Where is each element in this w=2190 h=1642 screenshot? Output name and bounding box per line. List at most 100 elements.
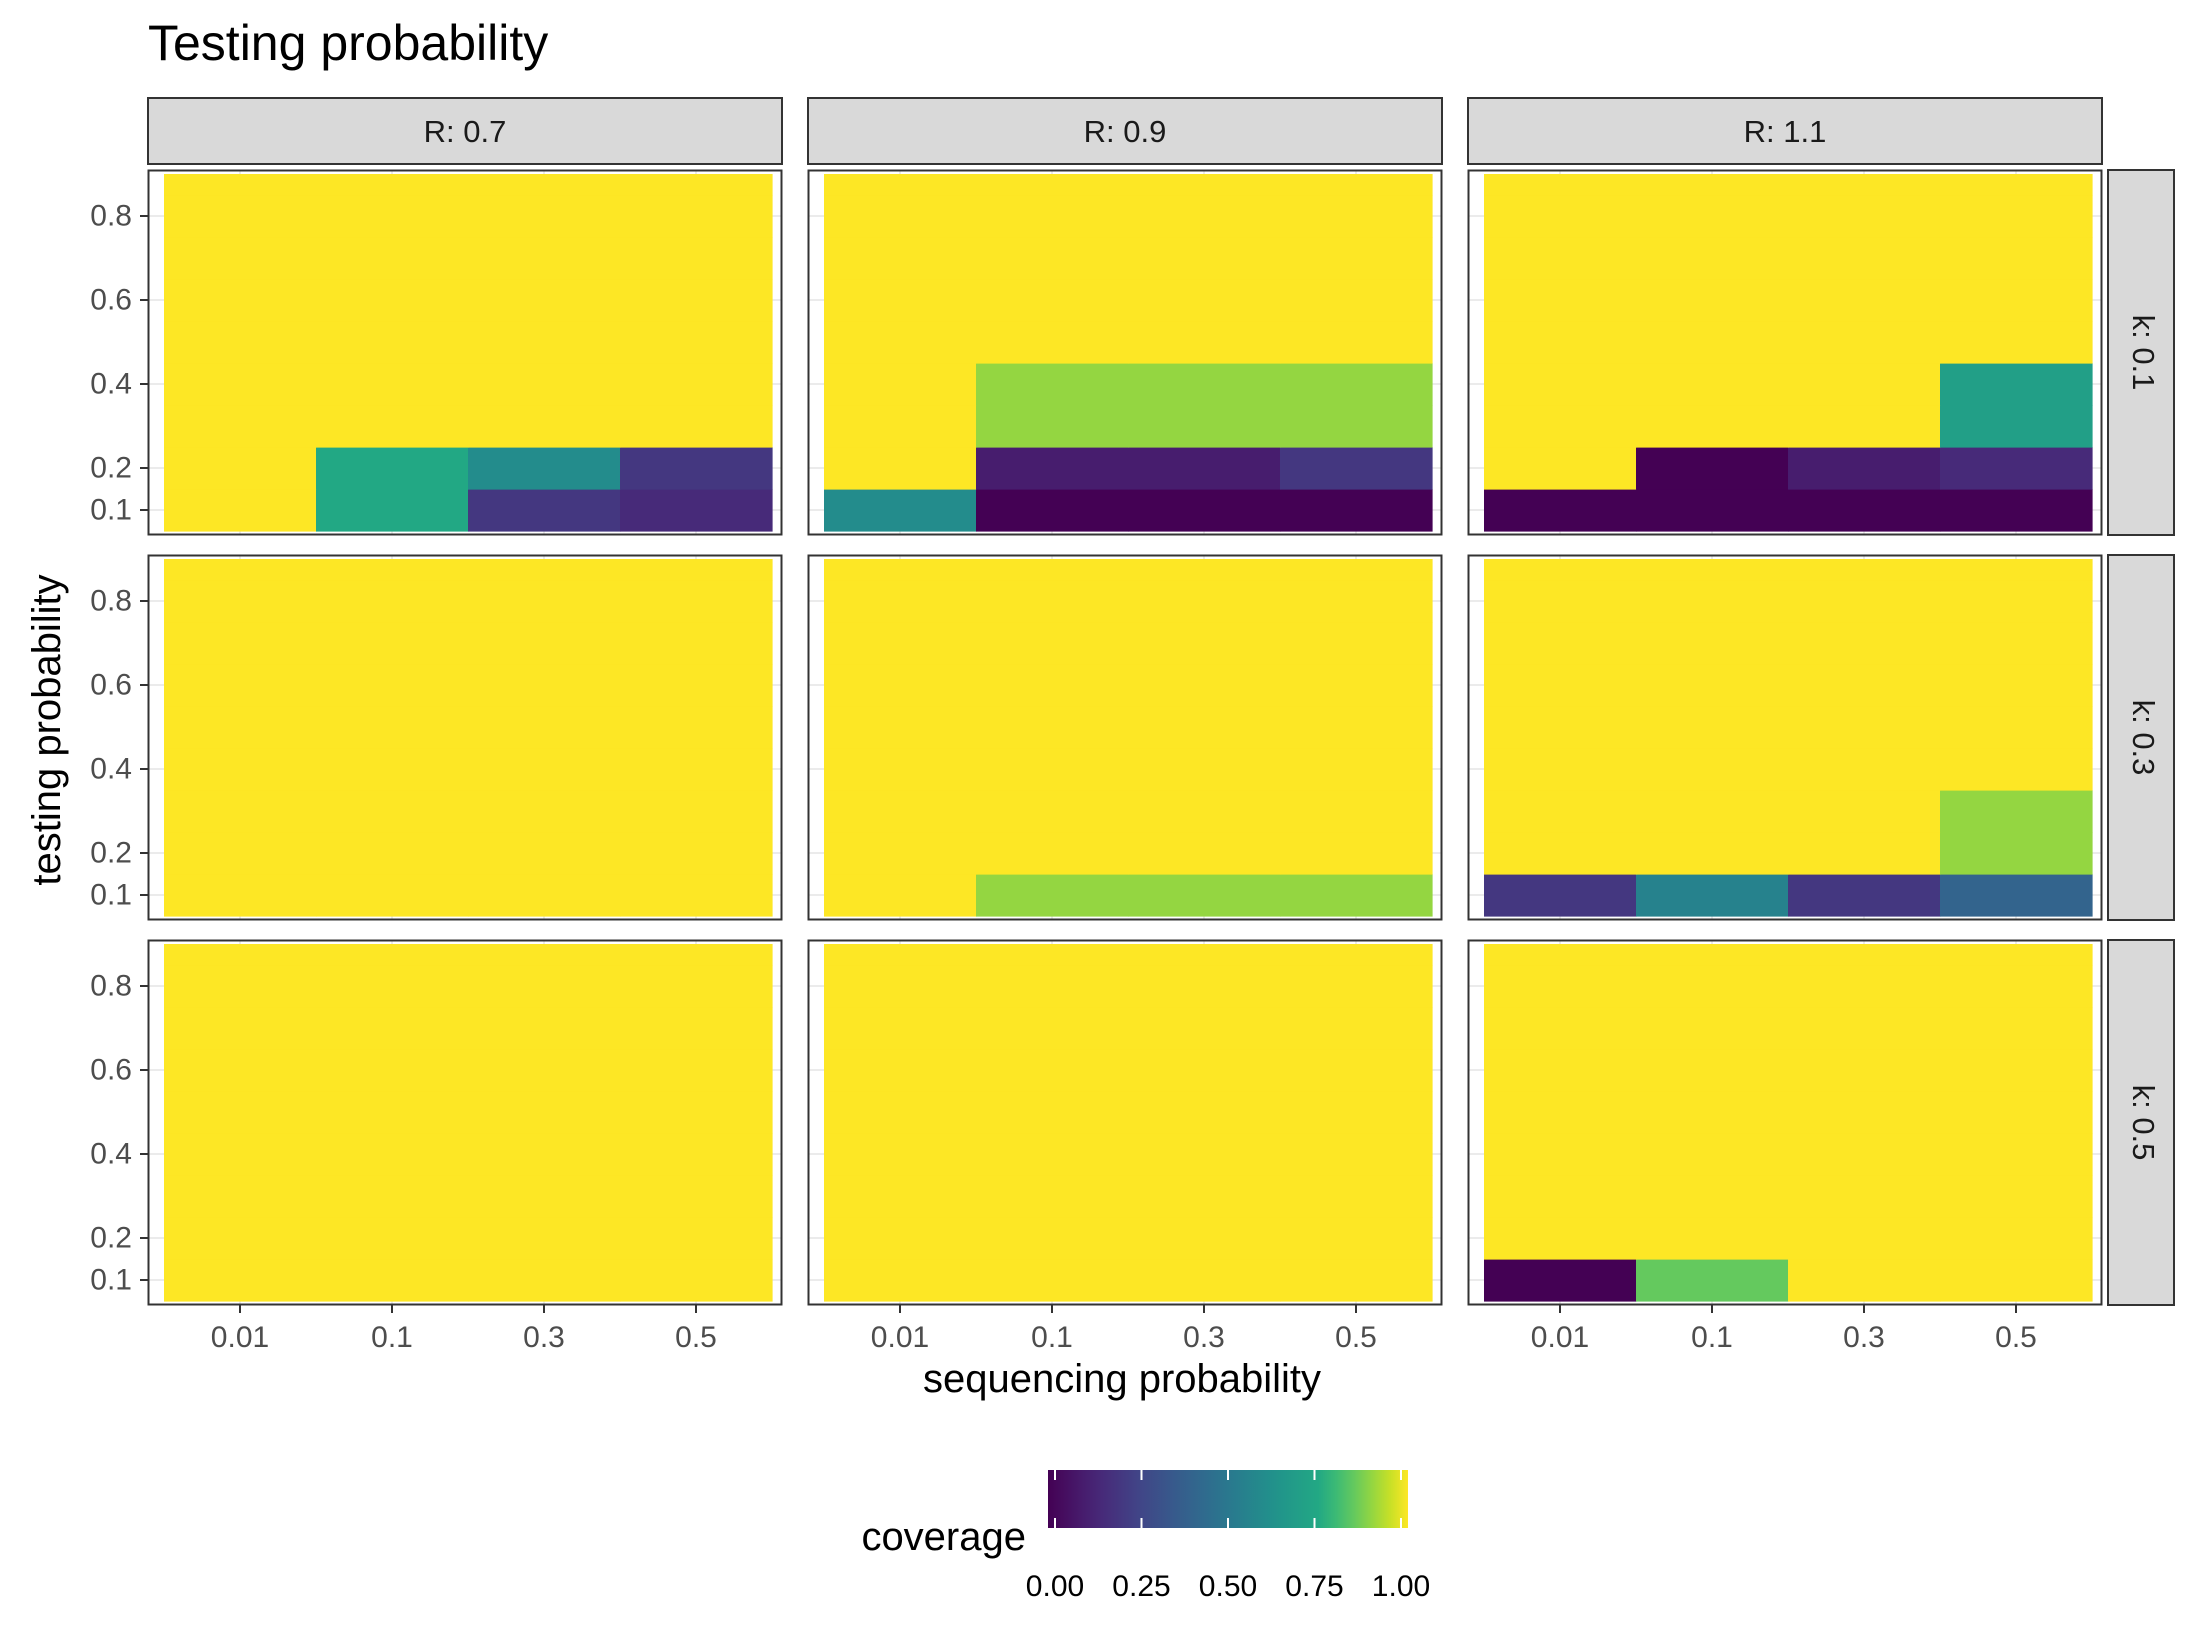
heatmap-cell bbox=[164, 174, 317, 196]
heatmap-cell bbox=[1280, 405, 1433, 448]
heatmap-cell bbox=[620, 1007, 773, 1050]
heatmap-cell bbox=[468, 405, 621, 448]
heatmap-cell bbox=[1484, 580, 1637, 623]
heatmap-cell bbox=[1940, 748, 2093, 791]
heatmap-cell bbox=[976, 706, 1129, 749]
heatmap-cell bbox=[1484, 174, 1637, 196]
heatmap-cell bbox=[468, 580, 621, 623]
heatmap-cell bbox=[620, 447, 773, 490]
heatmap-cell bbox=[976, 174, 1129, 196]
heatmap-cell bbox=[316, 1091, 469, 1134]
heatmap-cell bbox=[824, 748, 977, 791]
y-tick-label: 0.1 bbox=[90, 1264, 132, 1297]
heatmap-cell bbox=[620, 195, 773, 238]
heatmap-cell bbox=[1128, 489, 1281, 532]
heatmap-cell bbox=[620, 664, 773, 707]
legend-title: coverage bbox=[861, 1515, 1026, 1559]
heatmap-cell bbox=[316, 1007, 469, 1050]
heatmap-cell bbox=[164, 1007, 317, 1050]
heatmap-cell bbox=[620, 874, 773, 917]
heatmap-cell bbox=[1788, 664, 1941, 707]
heatmap-cell bbox=[824, 1217, 977, 1260]
heatmap-cell bbox=[1280, 874, 1433, 917]
heatmap-cell bbox=[468, 965, 621, 1008]
heatmap-cell bbox=[1636, 965, 1789, 1008]
heatmap-cell bbox=[1636, 559, 1789, 581]
heatmap-cell bbox=[976, 748, 1129, 791]
heatmap-cell bbox=[620, 1049, 773, 1092]
heatmap-cell bbox=[468, 489, 621, 532]
heatmap-cell bbox=[824, 944, 977, 966]
heatmap-cell bbox=[468, 1091, 621, 1134]
heatmap-cell bbox=[824, 790, 977, 833]
heatmap-cell bbox=[976, 1049, 1129, 1092]
heatmap-cell bbox=[1940, 1091, 2093, 1134]
heatmap-cell bbox=[1636, 1217, 1789, 1260]
heatmap-cell bbox=[1128, 1175, 1281, 1218]
heatmap-cell bbox=[468, 1259, 621, 1302]
heatmap-cell bbox=[1636, 1049, 1789, 1092]
heatmap-cell bbox=[824, 580, 977, 623]
heatmap-cell bbox=[976, 622, 1129, 665]
heatmap-cell bbox=[1636, 1007, 1789, 1050]
heatmap-cell bbox=[1280, 664, 1433, 707]
x-tick-label: 0.3 bbox=[523, 1321, 565, 1354]
heatmap-cell bbox=[316, 1049, 469, 1092]
heatmap-cell bbox=[1280, 195, 1433, 238]
heatmap-cell bbox=[824, 559, 977, 581]
chart-title: Testing probability bbox=[148, 15, 548, 71]
heatmap-cell bbox=[164, 279, 317, 322]
heatmap-cell bbox=[824, 321, 977, 364]
heatmap-cell bbox=[1128, 1217, 1281, 1260]
heatmap-cell bbox=[824, 832, 977, 875]
y-tick-label: 0.4 bbox=[90, 753, 132, 786]
heatmap-cell bbox=[620, 1175, 773, 1218]
panel-R0.7-k0.5 bbox=[147, 939, 783, 1306]
heatmap-cell bbox=[1128, 237, 1281, 280]
heatmap-cell bbox=[316, 706, 469, 749]
heatmap-cell bbox=[164, 874, 317, 917]
legend: coverage 0.00 0.25 0.50 0.75 1.00 bbox=[861, 1470, 1430, 1603]
heatmap-cell bbox=[976, 1007, 1129, 1050]
heatmap-cell bbox=[1280, 622, 1433, 665]
panel-R0.7-k0.1 bbox=[147, 169, 783, 536]
heatmap-cell bbox=[1788, 405, 1941, 448]
heatmap-cell bbox=[1280, 1133, 1433, 1176]
heatmap-cell bbox=[1484, 706, 1637, 749]
heatmap-cell bbox=[164, 1217, 317, 1260]
heatmap-cell bbox=[1940, 874, 2093, 917]
legend-tick-label: 0.50 bbox=[1199, 1570, 1257, 1603]
x-tick-label: 0.01 bbox=[211, 1321, 269, 1354]
heatmap-cell bbox=[976, 237, 1129, 280]
heatmap-cell bbox=[1636, 944, 1789, 966]
heatmap-cell bbox=[468, 237, 621, 280]
heatmap-cell bbox=[1280, 580, 1433, 623]
heatmap-cell bbox=[620, 559, 773, 581]
heatmap-cell bbox=[1940, 832, 2093, 875]
heatmap-cell bbox=[1636, 580, 1789, 623]
heatmap-cell bbox=[316, 1217, 469, 1260]
heatmap-cell bbox=[824, 447, 977, 490]
heatmap-cell bbox=[1280, 790, 1433, 833]
heatmap-cell bbox=[620, 237, 773, 280]
heatmap-cell bbox=[824, 174, 977, 196]
facet-strips: R: 0.7 R: 0.9 R: 1.1 k: 0.1 k: 0.3 k: 0.5 bbox=[147, 97, 2175, 1306]
heatmap-cell bbox=[976, 874, 1129, 917]
heatmap-cell bbox=[1484, 489, 1637, 532]
heatmap-cell bbox=[468, 1049, 621, 1092]
heatmap-cell bbox=[1128, 832, 1281, 875]
heatmap-cell bbox=[1484, 363, 1637, 406]
heatmap-cell bbox=[976, 321, 1129, 364]
heatmap-cell bbox=[976, 664, 1129, 707]
heatmap-cell bbox=[620, 944, 773, 966]
heatmap-cell bbox=[976, 363, 1129, 406]
column-strip-label: R: 1.1 bbox=[1744, 114, 1827, 149]
heatmap-cell bbox=[316, 748, 469, 791]
heatmap-cell bbox=[824, 1049, 977, 1092]
heatmap-cell bbox=[1484, 1133, 1637, 1176]
panel-R0.9-k0.5 bbox=[807, 939, 1443, 1306]
heatmap-cell bbox=[164, 1091, 317, 1134]
heatmap-cell bbox=[1940, 965, 2093, 1008]
heatmap-cell bbox=[620, 748, 773, 791]
heatmap-cell bbox=[164, 195, 317, 238]
